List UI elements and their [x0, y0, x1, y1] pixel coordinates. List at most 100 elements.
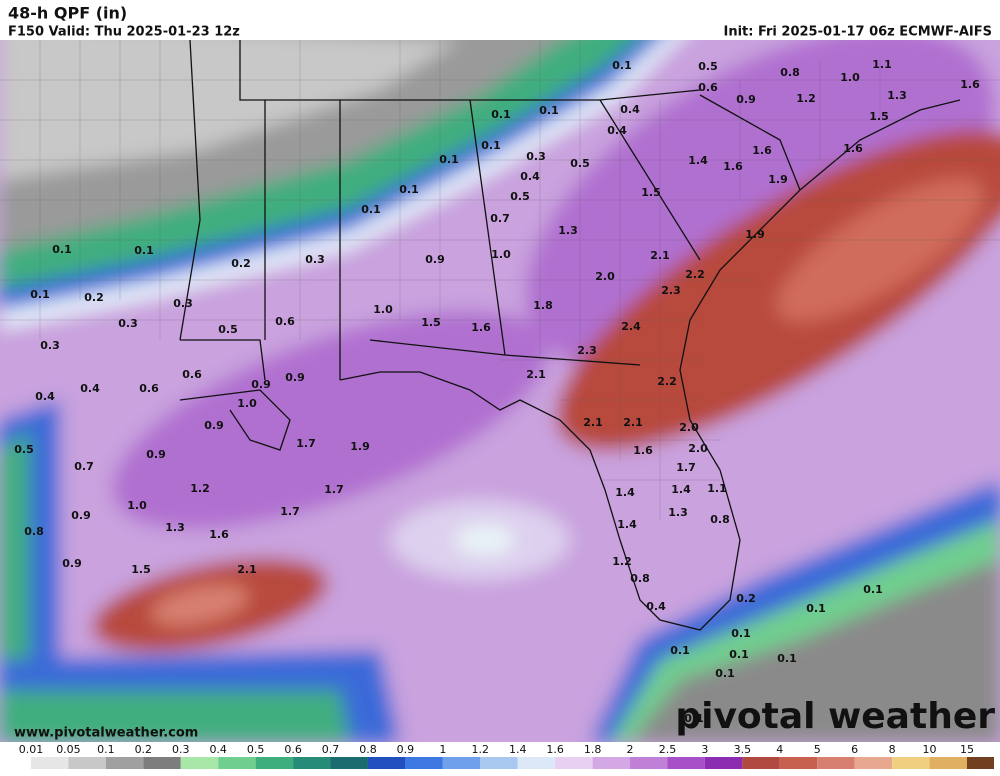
qpf-label: 0.5: [570, 157, 590, 170]
qpf-label: 0.3: [305, 253, 325, 266]
qpf-label: 1.5: [421, 316, 441, 329]
map: 0.1 0.5 0.8 1.0 1.1 1.6 0.6 0.9 1.2 1.3 1.5 0.1 0.1 0…: [0, 40, 1000, 742]
colorbar-label: 2: [627, 743, 634, 756]
qpf-label: 0.9: [285, 371, 305, 384]
qpf-labels: 0.1 0.5 0.8 1.0 1.1 1.6 0.6 0.9 1.2 1.3 1.5 0.1 0.1 0…: [14, 58, 980, 725]
colorbar-swatch: [704, 757, 743, 769]
colorbar-swatch: [218, 757, 256, 769]
qpf-label: 0.1: [863, 583, 883, 596]
qpf-label: 0.6: [182, 368, 202, 381]
colorbar-label: 0.3: [172, 743, 190, 756]
colorbar-label: 6: [851, 743, 858, 756]
colorbar-swatch: [68, 757, 106, 769]
colorbar-label: 15: [960, 743, 974, 756]
qpf-label: 1.3: [165, 521, 185, 534]
colorbar-swatch: [779, 757, 818, 769]
qpf-label: 0.8: [24, 525, 44, 538]
colorbar-label: 1.4: [509, 743, 527, 756]
colorbar-swatch: [630, 757, 668, 769]
qpf-label: 2.2: [685, 268, 705, 281]
qpf-label: 0.1: [806, 602, 826, 615]
qpf-label: 2.3: [661, 284, 681, 297]
title: 48-h QPF (in): [8, 4, 127, 23]
colorbar-swatch: [255, 757, 294, 769]
qpf-label: 1.6: [843, 142, 863, 155]
qpf-label: 0.4: [35, 390, 55, 403]
qpf-label: 0.8: [780, 66, 800, 79]
qpf-label: 2.1: [583, 416, 603, 429]
colorbar-label: 3: [701, 743, 708, 756]
logo: pivotal weather: [675, 696, 995, 737]
qpf-label: 0.7: [490, 212, 510, 225]
qpf-label: 0.6: [698, 81, 718, 94]
qpf-label: 0.1: [731, 627, 751, 640]
qpf-label: 0.3: [173, 297, 193, 310]
qpf-label: 1.0: [491, 248, 511, 261]
qpf-label: 0.3: [526, 150, 546, 163]
qpf-label: 0.3: [40, 339, 60, 352]
qpf-label: 1.6: [633, 444, 653, 457]
qpf-label: 0.9: [736, 93, 756, 106]
qpf-label: 0.1: [361, 203, 381, 216]
colorbar-label: 0.7: [322, 743, 340, 756]
colorbar-swatch: [592, 757, 631, 769]
colorbar-label: 0.2: [135, 743, 153, 756]
qpf-label: 0.8: [710, 513, 730, 526]
qpf-label: 0.4: [520, 170, 540, 183]
qpf-label: 0.9: [146, 448, 166, 461]
colorbar-swatch: [105, 757, 144, 769]
colorbar-label: 5: [814, 743, 821, 756]
qpf-label: 2.1: [623, 416, 643, 429]
qpf-label: 1.9: [350, 440, 370, 453]
qpf-label: 1.7: [676, 461, 696, 474]
colorbar-swatch: [180, 757, 219, 769]
qpf-label: 1.8: [533, 299, 553, 312]
qpf-label: 2.1: [650, 249, 670, 262]
qpf-label: 0.6: [139, 382, 159, 395]
colorbar-label: 0.05: [56, 743, 81, 756]
qpf-label: 1.0: [840, 71, 860, 84]
colorbar-label: 3.5: [734, 743, 752, 756]
colorbar-label: 2.5: [659, 743, 677, 756]
colorbar-swatch: [293, 757, 331, 769]
colorbar-swatch: [517, 757, 556, 769]
colorbar-label: 1: [439, 743, 446, 756]
qpf-label: 0.4: [80, 382, 100, 395]
qpf-label: 1.7: [324, 483, 344, 496]
qpf-label: 1.0: [127, 499, 147, 512]
qpf-label: 2.1: [526, 368, 546, 381]
colorbar: 0.01 0.05 0.1 0.2 0.3 0.4 0.5 0.6 0.7 0.8 0.9 1 1.2 1…: [12, 743, 994, 769]
qpf-label: 2.0: [595, 270, 615, 283]
qpf-label: 0.9: [62, 557, 82, 570]
qpf-label: 1.1: [872, 58, 892, 71]
qpf-label: 0.3: [118, 317, 138, 330]
qpf-label: 1.6: [960, 78, 980, 91]
qpf-label: 1.9: [745, 228, 765, 241]
qpf-label: 0.8: [630, 572, 650, 585]
qpf-label: 1.2: [190, 482, 210, 495]
colorbar-label: 0.8: [359, 743, 377, 756]
colorbar-swatch: [555, 757, 593, 769]
qpf-label: 0.1: [684, 712, 704, 725]
qpf-label: 1.1: [707, 482, 727, 495]
colorbar-swatch: [817, 757, 855, 769]
qpf-label: 0.1: [670, 644, 690, 657]
qpf-label: 0.1: [612, 59, 632, 72]
qpf-label: 0.1: [30, 288, 50, 301]
init-time: Init: Fri 2025-01-17 06z ECMWF-AIFS: [723, 25, 992, 40]
qpf-label: 1.7: [296, 437, 316, 450]
qpf-label: 0.1: [715, 667, 735, 680]
qpf-label: 1.3: [558, 224, 578, 237]
colorbar-label: 1.6: [546, 743, 564, 756]
qpf-label: 0.9: [425, 253, 445, 266]
qpf-label: 1.6: [471, 321, 491, 334]
colorbar-swatch: [967, 757, 994, 769]
colorbar-label: 0.6: [284, 743, 302, 756]
colorbar-label: 10: [923, 743, 937, 756]
colorbar-swatch: [442, 757, 481, 769]
qpf-label: 1.4: [615, 486, 635, 499]
qpf-label: 0.1: [439, 153, 459, 166]
colorbar-swatch: [480, 757, 518, 769]
colorbar-swatch: [929, 757, 967, 769]
